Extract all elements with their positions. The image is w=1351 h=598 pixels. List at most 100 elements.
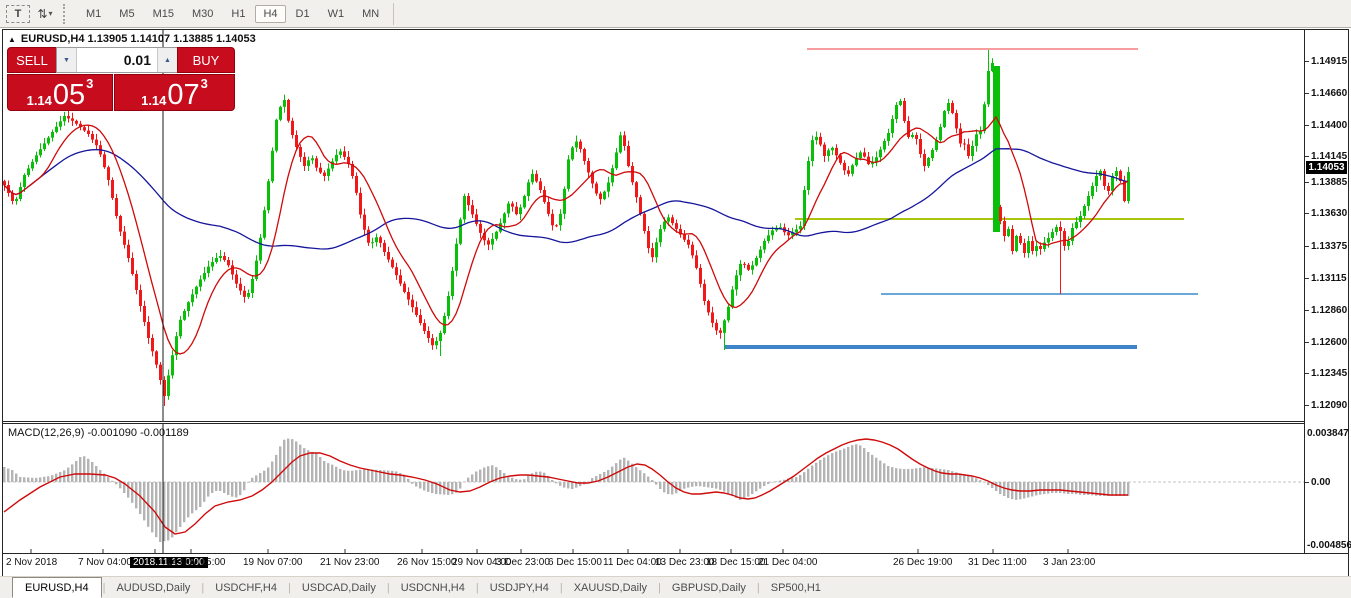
sell-button[interactable]: SELL bbox=[7, 47, 57, 73]
time-axis-label: 29 Nov 04:00 bbox=[452, 557, 512, 568]
price-axis-label: 1.14660 bbox=[1305, 87, 1348, 99]
price-axis-label: 1.13115 bbox=[1305, 272, 1348, 284]
chart-tab-eurusd[interactable]: EURUSD,H4 bbox=[12, 577, 102, 598]
time-axis-label: 26 Nov 15:00 bbox=[397, 557, 457, 568]
price-tick bbox=[1305, 404, 1309, 406]
time-axis-label: 11 Dec 04:00 bbox=[603, 557, 662, 568]
sell-point: 3 bbox=[86, 76, 94, 91]
timeframe-button-m5[interactable]: M5 bbox=[119, 7, 135, 20]
price-tick bbox=[1305, 124, 1309, 126]
chart-tab-usdjpy[interactable]: USDJPY,H4 bbox=[489, 581, 549, 594]
price-tick bbox=[1305, 277, 1309, 279]
tab-separator: | bbox=[658, 581, 661, 594]
macd-bottom-ticks bbox=[30, 549, 1069, 553]
one-click-trading-panel: SELL ▼ 0.01 ▲ BUY 1.14 05 3 1.14 07 3 bbox=[7, 47, 235, 111]
macd-tick bbox=[1305, 481, 1309, 483]
price-axis-label: 1.12090 bbox=[1305, 399, 1348, 411]
buy-point: 3 bbox=[200, 76, 208, 91]
tab-separator: | bbox=[559, 581, 563, 594]
price-axis-label: 1.14145 bbox=[1305, 150, 1348, 162]
macd-signal-line bbox=[3, 438, 1128, 535]
macd-axis-label: 0.00 bbox=[1305, 476, 1348, 488]
tab-separator: | bbox=[288, 581, 291, 594]
chart-title-text: EURUSD,H4 1.13905 1.14107 1.13885 1.1405… bbox=[20, 33, 256, 45]
timeframe-button-m1[interactable]: M1 bbox=[86, 7, 102, 20]
sell-big-figure: 1.14 bbox=[26, 93, 52, 108]
volume-value[interactable]: 0.01 bbox=[123, 52, 151, 68]
timeframe-button-mn[interactable]: MN bbox=[362, 7, 380, 20]
price-tick bbox=[1305, 155, 1309, 157]
macd-plot[interactable] bbox=[3, 424, 1304, 553]
tab-separator: | bbox=[475, 581, 479, 594]
time-axis-label: 3 Jan 23:00 bbox=[1043, 557, 1096, 568]
price-axis-label: 1.14400 bbox=[1305, 119, 1348, 131]
timeframe-button-d1[interactable]: D1 bbox=[295, 7, 310, 20]
price-axis-label: 1.13630 bbox=[1305, 207, 1348, 219]
symbols-arrange-icon[interactable]: ⇅ ▾ bbox=[34, 4, 56, 24]
chart-tab-gbpusd[interactable]: GBPUSD,Daily bbox=[671, 581, 746, 594]
tab-separator: | bbox=[201, 581, 205, 594]
buy-pips: 07 bbox=[167, 79, 200, 111]
panel-divider[interactable] bbox=[3, 421, 1348, 424]
volume-stepper: ▼ 0.01 ▲ bbox=[56, 47, 178, 73]
chart-title: ▲ EURUSD,H4 1.13905 1.14107 1.13885 1.14… bbox=[8, 33, 256, 45]
toolbar-grip[interactable] bbox=[63, 3, 72, 24]
chart-tab-sp500[interactable]: SP500,H1 bbox=[770, 581, 821, 594]
timeframe-button-w1[interactable]: W1 bbox=[327, 7, 345, 20]
volume-decrease-button[interactable]: ▼ bbox=[57, 48, 77, 72]
time-axis-label: 21 Dec 04:00 bbox=[758, 557, 818, 568]
sell-pips: 05 bbox=[52, 79, 86, 111]
price-axis-label: 1.13375 bbox=[1305, 240, 1348, 252]
tab-separator: | bbox=[102, 581, 106, 594]
ma-fast-line bbox=[3, 115, 1129, 355]
collapse-triangle-icon[interactable]: ▲ bbox=[8, 34, 16, 44]
text-label-tool-icon[interactable]: T bbox=[6, 4, 30, 23]
time-axis-label: 18 Dec 15:00 bbox=[706, 557, 766, 568]
buy-button[interactable]: BUY bbox=[177, 47, 235, 73]
dropdown-caret-icon[interactable]: ▾ bbox=[48, 9, 53, 18]
time-axis-label: 26 Dec 19:00 bbox=[893, 557, 953, 568]
macd-axis-label: -0.004856 bbox=[1307, 539, 1351, 551]
candlesticks bbox=[3, 50, 1130, 406]
price-tick bbox=[1305, 309, 1309, 311]
chart-tab-audusd[interactable]: AUDUSD,Daily bbox=[116, 581, 191, 594]
price-axis-label: 1.12860 bbox=[1305, 304, 1348, 316]
price-tick bbox=[1305, 92, 1309, 94]
ma-slow-line bbox=[3, 148, 1129, 250]
buy-quote[interactable]: 1.14 07 3 bbox=[114, 74, 235, 111]
buy-big-figure: 1.14 bbox=[141, 93, 167, 108]
volume-increase-button[interactable]: ▲ bbox=[157, 48, 177, 72]
macd-indicator-label: MACD(12,26,9) -0.001090 -0.001189 bbox=[8, 427, 189, 439]
chart-tab-usdcad[interactable]: USDCAD,Daily bbox=[301, 581, 376, 594]
arrange-glyph: ⇅ bbox=[37, 6, 48, 21]
time-axis-label: 6 Dec 15:00 bbox=[548, 557, 602, 568]
timeframe-button-h1[interactable]: H1 bbox=[231, 7, 246, 20]
price-axis-label: 1.12345 bbox=[1305, 367, 1348, 379]
timeframe-button-group: M1 M5 M15 M30 H1 H4 D1 W1 MN bbox=[77, 4, 388, 23]
macd-histogram bbox=[3, 438, 1130, 542]
price-tick bbox=[1305, 341, 1309, 343]
main-chart-plot[interactable] bbox=[3, 30, 1304, 421]
timeframe-button-h4[interactable]: H4 bbox=[255, 4, 286, 23]
time-axis-label: 19 Nov 07:00 bbox=[243, 557, 303, 568]
chart-tab-bar: EURUSD,H4 | AUDUSD,Daily | USDCHF,H4 | USDCAD,… bbox=[0, 576, 1351, 598]
tab-separator: | bbox=[386, 581, 390, 594]
chart-tab-xauusd[interactable]: XAUUSD,Daily bbox=[573, 581, 648, 594]
price-scale[interactable]: 1.14915 1.14660 1.14400 1.14145 1.13885 1.136… bbox=[1304, 30, 1351, 553]
time-axis-label: 2 Nov 2018 bbox=[6, 557, 58, 568]
timeframe-button-m15[interactable]: M15 bbox=[152, 7, 174, 20]
sell-quote[interactable]: 1.14 05 3 bbox=[7, 74, 113, 111]
timeframe-button-m30[interactable]: M30 bbox=[191, 7, 214, 20]
chart-window: ▲ EURUSD,H4 1.13905 1.14107 1.13885 1.14… bbox=[2, 29, 1351, 577]
price-tick bbox=[1305, 181, 1309, 183]
price-axis-label: 1.13885 bbox=[1305, 176, 1348, 188]
time-axis-label: 21 Nov 23:00 bbox=[320, 557, 380, 568]
time-axis-label: 3 Dec 23:00 bbox=[496, 557, 550, 568]
time-axis-label: 31 Dec 11:00 bbox=[968, 557, 1027, 568]
time-scale[interactable]: 2 Nov 2018 7 Nov 04:00 2018.11.13 0:00 14 N… bbox=[3, 553, 1348, 575]
price-tick bbox=[1305, 245, 1309, 247]
chart-tab-usdcnh[interactable]: USDCNH,H4 bbox=[400, 581, 465, 594]
price-axis-label: 1.12600 bbox=[1305, 336, 1348, 348]
toolbar-separator bbox=[393, 2, 395, 25]
chart-tab-usdchf[interactable]: USDCHF,H4 bbox=[215, 581, 277, 594]
